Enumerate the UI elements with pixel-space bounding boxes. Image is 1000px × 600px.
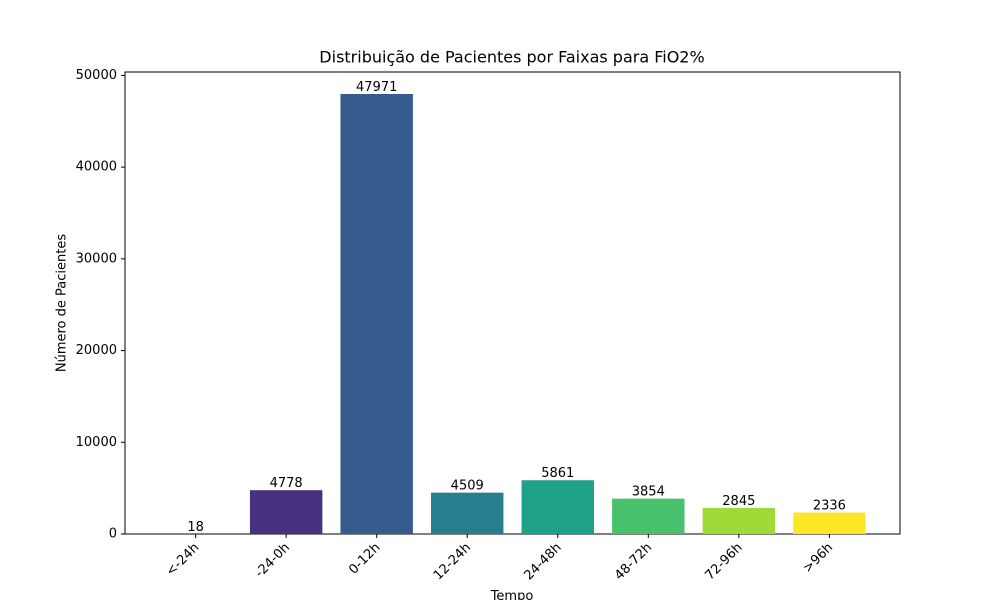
y-tick-label: 0: [109, 527, 117, 542]
y-tick-label: 50000: [76, 68, 117, 83]
bar: [340, 94, 413, 534]
y-tick-label: 40000: [76, 160, 117, 175]
y-tick-label: 10000: [76, 435, 117, 450]
bar: [249, 490, 323, 534]
data-label: 4509: [451, 479, 484, 494]
data-label: 3854: [632, 485, 665, 500]
bar: [431, 492, 504, 534]
y-tick-label: 30000: [76, 251, 117, 266]
y-axis-label: Número de Pacientes: [55, 234, 70, 372]
data-label: 2336: [813, 499, 846, 514]
chart-title: Distribuição de Pacientes por Faixas par…: [319, 48, 704, 67]
data-label: 4778: [270, 476, 303, 491]
bar: [521, 480, 594, 534]
data-label: 47971: [356, 80, 397, 95]
bar: [612, 498, 685, 534]
y-tick-label: 20000: [76, 343, 117, 358]
data-label: 2845: [722, 494, 755, 509]
bar: [793, 512, 866, 534]
data-label: 18: [187, 520, 204, 535]
bar: [702, 507, 776, 534]
data-label: 5861: [541, 466, 574, 481]
plot-frame: [124, 71, 901, 535]
x-axis-label: Tempo: [490, 589, 534, 600]
